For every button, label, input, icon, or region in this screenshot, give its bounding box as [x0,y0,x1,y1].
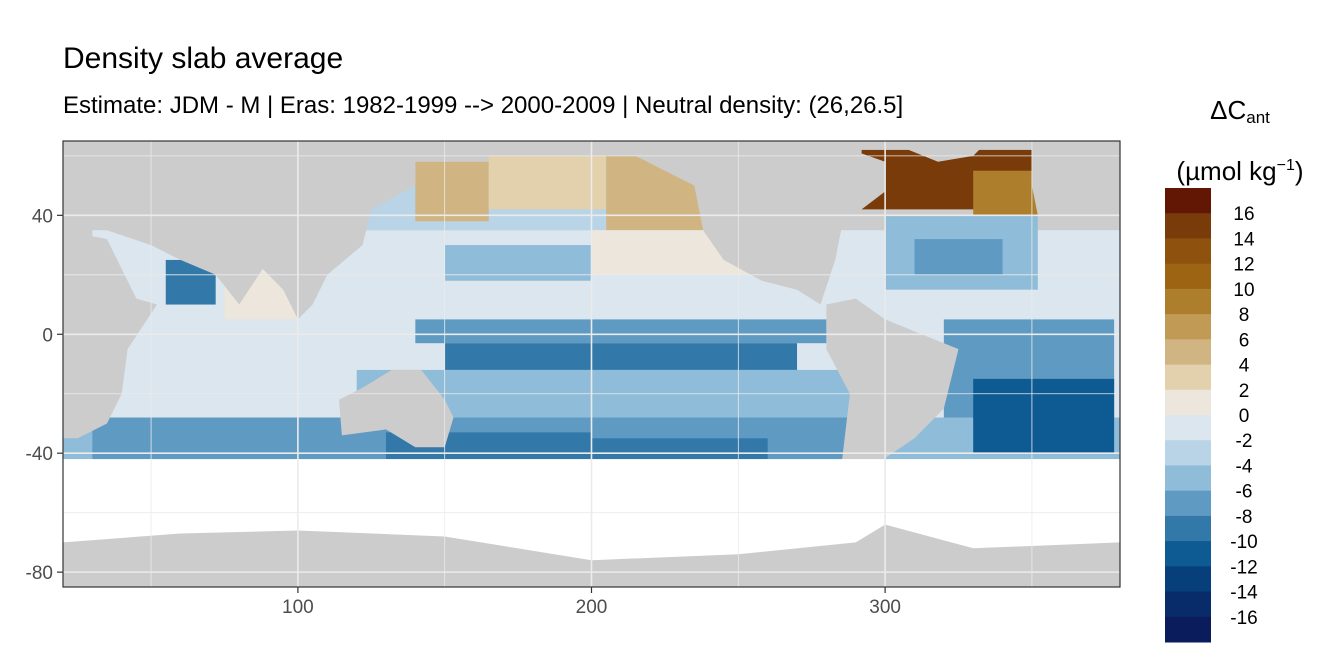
legend-unit-prefix: (µmol kg [1176,156,1277,186]
legend-label: 0 [1239,406,1250,427]
land-mass [339,369,454,448]
legend-label: -14 [1230,583,1258,604]
legend-swatch [1165,591,1211,618]
legend-label: -12 [1230,557,1257,578]
legend-label: 10 [1233,280,1254,301]
legend-swatch [1165,314,1211,340]
x-tick-label: 200 [576,597,608,618]
legend-unit-exponent: −1 [1276,157,1295,174]
legend-unit-suffix: ) [1294,156,1304,186]
legend-label: 12 [1233,255,1254,276]
legend-swatch [1165,263,1211,290]
legend-label: -6 [1236,482,1253,503]
y-tick-label: 0 [42,325,53,346]
ocean-cell [444,245,592,281]
ocean-cell [415,161,489,222]
legend-swatch [1165,515,1211,542]
legend-label: 14 [1233,229,1255,250]
legend-swatch [1165,541,1211,567]
legend-swatch [1165,288,1211,315]
legend-label: -4 [1236,456,1253,477]
legend-label: -2 [1236,431,1253,452]
legend-label: 8 [1239,305,1250,326]
legend-swatch [1165,213,1211,239]
land-mass [899,141,988,162]
legend-swatch [1165,188,1211,214]
land-mass [826,298,959,498]
ocean-cell [914,239,1003,275]
ocean-cell [488,155,607,210]
land-mass [1031,141,1120,231]
legend-label: -16 [1230,608,1257,629]
y-tick-label: -80 [26,563,53,584]
legend-title-subscript: ant [1246,108,1270,127]
legend-label: 6 [1239,330,1250,351]
color-legend: 16 14 12 10 8 6 4 2 0 -2 -4 -6 -8 -10 -12 -14 -16 [1165,188,1258,643]
legend-title: ΔCant (µmol kg−1) [1160,86,1320,195]
ocean-cell [973,378,1115,454]
legend-label: 16 [1233,204,1254,225]
legend-swatch [1165,339,1211,366]
ocean-cell [415,319,827,344]
legend-swatch [1165,364,1211,391]
legend-label: 2 [1239,381,1250,402]
legend-swatch [1165,440,1211,466]
legend-swatch [1165,415,1211,441]
legend-swatch [1165,465,1211,492]
chart-title: Density slab average [63,42,344,75]
legend-swatch [1165,389,1211,416]
legend-swatch [1165,566,1211,593]
legend-label: 4 [1239,356,1250,377]
ocean-cell [591,438,768,460]
legend-label: -10 [1230,532,1257,553]
y-tick-label: -40 [26,444,53,465]
legend-swatch [1165,490,1211,517]
legend-label: -8 [1236,507,1253,528]
chart-subtitle: Estimate: JDM - M | Eras: 1982-1999 --> … [63,92,904,119]
legend-title-symbol: ΔC [1210,95,1247,125]
x-tick-label: 100 [282,597,314,618]
y-tick-label: 40 [32,206,53,227]
x-tick-label: 300 [869,597,901,618]
legend-swatch [1165,616,1211,643]
legend-swatch [1165,238,1211,265]
ocean-cell [444,343,798,370]
land-mass [576,141,886,305]
grid-lines [63,141,1120,587]
